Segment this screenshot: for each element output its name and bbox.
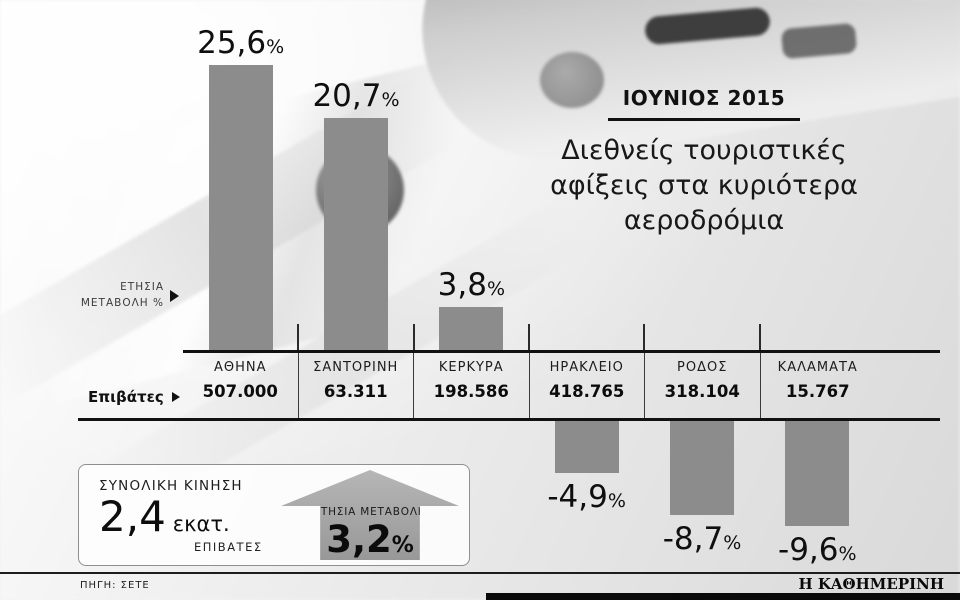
annual-change-label: ΕΤΗΣΙΑ ΜΕΤΑΒΟΛΗ [313, 506, 427, 518]
total-traffic: ΣΥΝΟΛΙΚΗ ΚΙΝΗΣΗ 2,4 εκατ. ΕΠΙΒΑΤΕΣ [79, 465, 281, 565]
annual-change-unit: % [391, 533, 414, 558]
bar [785, 418, 850, 526]
total-traffic-unit: εκατ. [172, 512, 230, 536]
bar [208, 65, 273, 350]
passenger-value: 318.104 [664, 382, 740, 401]
axis-tick [643, 324, 646, 350]
bar-value-label: 3,8% [438, 270, 505, 301]
pointer-right-icon [171, 392, 180, 402]
passenger-value: 198.586 [433, 382, 509, 401]
footer-divider [0, 572, 960, 574]
category-cell: ΡΟΔΟΣ 318.104 [644, 350, 760, 418]
bar-value: -9,6 [778, 531, 839, 568]
axis-annotation: ΕΤΗΣΙΑ ΜΕΤΑΒΟΛΗ % [62, 280, 179, 312]
publisher-bar [486, 593, 960, 600]
bar-value: 25,6 [197, 25, 267, 61]
percent-sign: % [486, 278, 505, 301]
category-cell: ΑΘΗΝΑ 507.000 [183, 350, 298, 418]
category-label: ΑΘΗΝΑ [213, 360, 267, 375]
bar-value: 20,7 [312, 78, 382, 115]
axis-note-line: ΜΕΤΑΒΟΛΗ % [80, 296, 164, 309]
publisher-logo: Η ΚΑΘΗΜΕΡΙΝΗ [798, 575, 944, 593]
source-credit: ΠΗΓΗ: ΣΕΤΕ [80, 580, 150, 591]
bar [554, 418, 619, 473]
axis-tick [528, 324, 530, 350]
total-traffic-sublabel: ΕΠΙΒΑΤΕΣ [194, 540, 263, 554]
percent-sign: % [723, 532, 742, 555]
date-kicker: ΙΟΥΝΙΟΣ 2015 [622, 86, 786, 110]
category-label: ΚΑΛΑΜΑΤΑ [777, 360, 858, 375]
chart-column-negative: -8,7% [644, 418, 759, 570]
annual-change-value-row: 3,2% [281, 521, 459, 558]
header: ΙΟΥΝΙΟΣ 2015 Διεθνείς τουριστικές αφίξει… [478, 86, 930, 238]
category-label: ΚΕΡΚΥΡΑ [438, 360, 504, 375]
category-cell: ΚΕΡΚΥΡΑ 198.586 [413, 350, 529, 418]
summary-box: ΣΥΝΟΛΙΚΗ ΚΙΝΗΣΗ 2,4 εκατ. ΕΠΙΒΑΤΕΣ ΕΤΗΣΙ… [78, 464, 470, 566]
percent-sign: % [381, 89, 400, 112]
total-traffic-value: 2,4 [99, 492, 166, 541]
title-line: Διεθνείς τουριστικές [561, 135, 847, 166]
axis-line-bottom [78, 418, 940, 421]
kicker-underline [608, 118, 800, 121]
bar [323, 118, 388, 350]
axis-line-top [183, 350, 940, 353]
passenger-value: 15.767 [785, 382, 850, 401]
passenger-value: 507.000 [202, 382, 278, 401]
axis-tick [758, 324, 761, 350]
category-label: ΡΟΔΟΣ [677, 360, 728, 375]
up-arrow-icon: ΕΤΗΣΙΑ ΜΕΤΑΒΟΛΗ 3,2% [281, 470, 459, 560]
axis-note-line: ΕΤΗΣΙΑ [120, 281, 164, 293]
bar-value: 3,8 [437, 267, 487, 304]
bar-value-label: 25,6% [197, 28, 284, 59]
passenger-value: 418.765 [549, 382, 625, 401]
title-line: αεροδρόμια [623, 205, 785, 237]
title-line: αφίξεις στα κυριότερα [550, 170, 858, 202]
bar-value-label: -8,7% [663, 524, 742, 555]
annual-change-value: 3,2 [326, 518, 392, 561]
bar [669, 418, 734, 516]
percent-sign: % [607, 489, 626, 512]
chart-column-positive: 25,6% [183, 28, 298, 350]
axis-tick [412, 324, 415, 350]
category-label: ΗΡΑΚΛΕΙΟ [549, 360, 624, 375]
page-title: Διεθνείς τουριστικές αφίξεις στα κυριότε… [478, 133, 930, 238]
category-band: ΑΘΗΝΑ 507.000 ΣΑΝΤΟΡΙΝΗ 63.311 ΚΕΡΚΥΡΑ 198.58… [183, 350, 875, 418]
bar-value-label: -9,6% [778, 531, 857, 568]
axis-annotation-text: ΕΤΗΣΙΑ ΜΕΤΑΒΟΛΗ % [62, 280, 164, 312]
category-cell: ΗΡΑΚΛΕΙΟ 418.765 [528, 350, 645, 418]
category-cell: ΚΑΛΑΜΑΤΑ 15.767 [759, 350, 876, 418]
category-cell: ΣΑΝΤΟΡΙΝΗ 63.311 [297, 350, 414, 418]
passengers-row-label: Επιβάτες [88, 388, 180, 406]
bar-value-label: 20,7% [312, 81, 399, 112]
bar [439, 307, 504, 350]
chart-column-positive: 20,7% [298, 28, 413, 350]
passenger-value: 63.311 [323, 382, 388, 401]
percent-sign: % [266, 36, 285, 58]
bar-value: -4,9 [547, 478, 608, 515]
bar-value-label: -4,9% [547, 478, 626, 515]
pointer-right-icon [170, 289, 179, 302]
chart-column-negative: -4,9% [529, 418, 644, 570]
percent-sign: % [838, 542, 857, 565]
axis-tick [297, 324, 300, 350]
passengers-label-text: Επιβάτες [88, 388, 164, 406]
chart-column-negative: -9,6% [760, 418, 875, 570]
category-label: ΣΑΝΤΟΡΙΝΗ [313, 360, 399, 375]
bar-value: -8,7 [662, 521, 724, 558]
